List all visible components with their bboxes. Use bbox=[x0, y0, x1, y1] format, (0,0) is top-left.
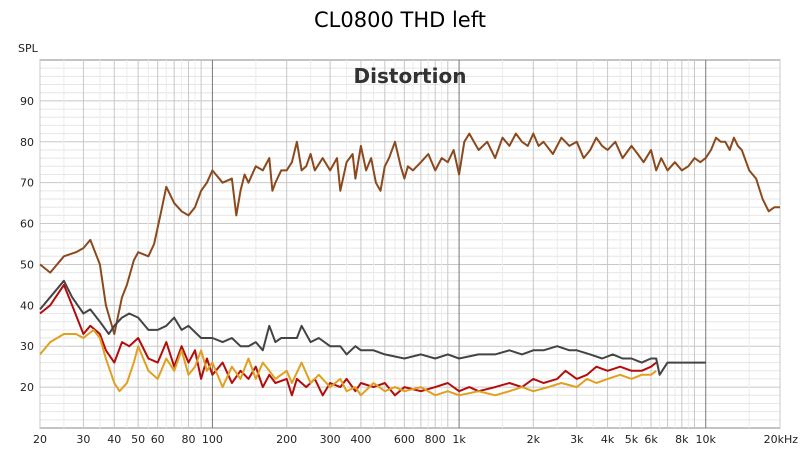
x-tick-label: 400 bbox=[350, 433, 371, 446]
x-tick-label: 60 bbox=[151, 433, 165, 446]
y-tick-label: 80 bbox=[20, 136, 34, 149]
x-tick-label: 40 bbox=[107, 433, 121, 446]
series-lines bbox=[39, 132, 780, 397]
y-tick-label: 70 bbox=[20, 177, 34, 190]
y-tick-label: 60 bbox=[20, 218, 34, 231]
y-tick-label: 40 bbox=[20, 299, 34, 312]
x-axis-ticks: 20 30 40 50 60 80 100 200 300 400 600 800 1k 2k 3k 4k 5k… bbox=[33, 433, 798, 446]
x-tick-label: 200 bbox=[276, 433, 297, 446]
x-tick-label: 20kHz bbox=[764, 433, 799, 446]
x-tick-label: 100 bbox=[202, 433, 223, 446]
x-tick-label: 30 bbox=[76, 433, 90, 446]
x-tick-label: 80 bbox=[182, 433, 196, 446]
inner-title: Distortion bbox=[354, 64, 467, 88]
y-tick-label: 50 bbox=[20, 258, 34, 271]
x-tick-label: 1k bbox=[452, 433, 466, 446]
grid-lines bbox=[39, 60, 781, 428]
x-tick-label: 10k bbox=[696, 433, 717, 446]
x-tick-label: 300 bbox=[320, 433, 341, 446]
series-line-thd bbox=[39, 279, 706, 376]
x-tick-label: 6k bbox=[644, 433, 658, 446]
series-line-fundamental bbox=[39, 132, 780, 335]
y-tick-label: 30 bbox=[20, 340, 34, 353]
x-tick-label: 50 bbox=[131, 433, 145, 446]
y-axis-ticks: 20 30 40 50 60 70 80 90 bbox=[20, 95, 34, 394]
x-tick-label: 20 bbox=[33, 433, 47, 446]
series-line-h2 bbox=[39, 283, 657, 397]
x-tick-label: 2k bbox=[527, 433, 541, 446]
series-line-h3 bbox=[39, 328, 657, 397]
x-tick-label: 8k bbox=[675, 433, 689, 446]
x-tick-label: 800 bbox=[425, 433, 446, 446]
chart-title: CL0800 THD left bbox=[314, 8, 486, 32]
y-tick-label: 20 bbox=[20, 381, 34, 394]
y-tick-label: 90 bbox=[20, 95, 34, 108]
x-tick-label: 4k bbox=[601, 433, 615, 446]
x-tick-label: 600 bbox=[394, 433, 415, 446]
y-axis-label: SPL bbox=[18, 42, 39, 55]
x-tick-label: 3k bbox=[570, 433, 584, 446]
x-tick-label: 5k bbox=[625, 433, 639, 446]
